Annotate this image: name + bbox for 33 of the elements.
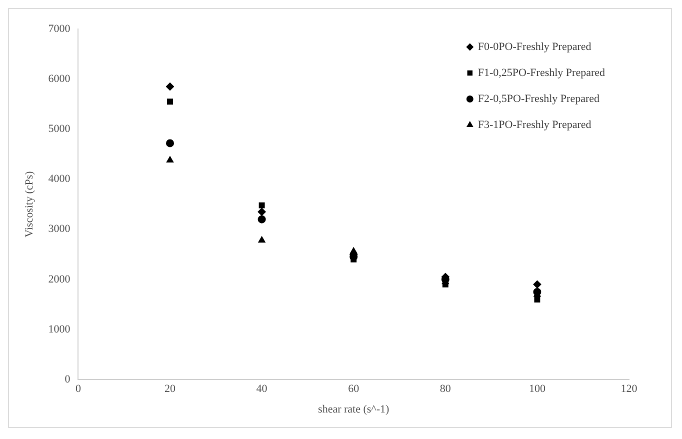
y-tick-label: 6000 [48, 72, 71, 85]
y-tick-label: 2000 [48, 273, 71, 286]
chart-frame: shear rate (s^-1) Viscosity (cPs) 0 20 40 60 80 100 120 0 1000 2000 3000 4000 5000 6000 7000 F0-0PO-Freshly Prepared F1-0,25PO-Freshly Prepared F2-0,5PO-Freshly Prepared F3-1PO-Freshly Prepared [8, 8, 672, 428]
y-tick-label: 5000 [48, 123, 71, 136]
point [166, 156, 174, 162]
point [166, 139, 174, 148]
x-axis-title: shear rate (s^-1) [318, 403, 390, 416]
point [258, 208, 266, 216]
legend-label: F0-0PO-Freshly Prepared [478, 40, 592, 53]
y-axis-title: Viscosity (cPs) [23, 170, 36, 238]
x-tick-label: 60 [348, 383, 360, 396]
point [258, 236, 266, 243]
x-tick-label: 100 [528, 383, 546, 396]
point [533, 280, 542, 288]
point [167, 98, 173, 105]
y-tick-label: 0 [64, 373, 71, 386]
legend-label: F3-1PO-Freshly Prepared [478, 118, 592, 131]
point [442, 281, 448, 288]
y-tick-label: 7000 [48, 22, 71, 35]
legend-label: F2-0,5PO-Freshly Prepared [478, 92, 600, 105]
point [258, 215, 266, 224]
point [258, 202, 265, 208]
x-tick-label: 40 [256, 383, 268, 396]
x-tick-label: 20 [164, 383, 176, 396]
y-tick-label: 4000 [48, 173, 71, 186]
point [166, 82, 174, 91]
x-tick-label: 120 [620, 383, 638, 396]
legend-label: F1-0,25PO-Freshly Prepared [478, 66, 606, 79]
x-tick-label: 0 [75, 383, 82, 396]
point [534, 296, 540, 302]
y-tick-label: 3000 [48, 223, 71, 236]
y-tick-label: 1000 [48, 323, 71, 336]
x-tick-label: 80 [440, 383, 452, 396]
